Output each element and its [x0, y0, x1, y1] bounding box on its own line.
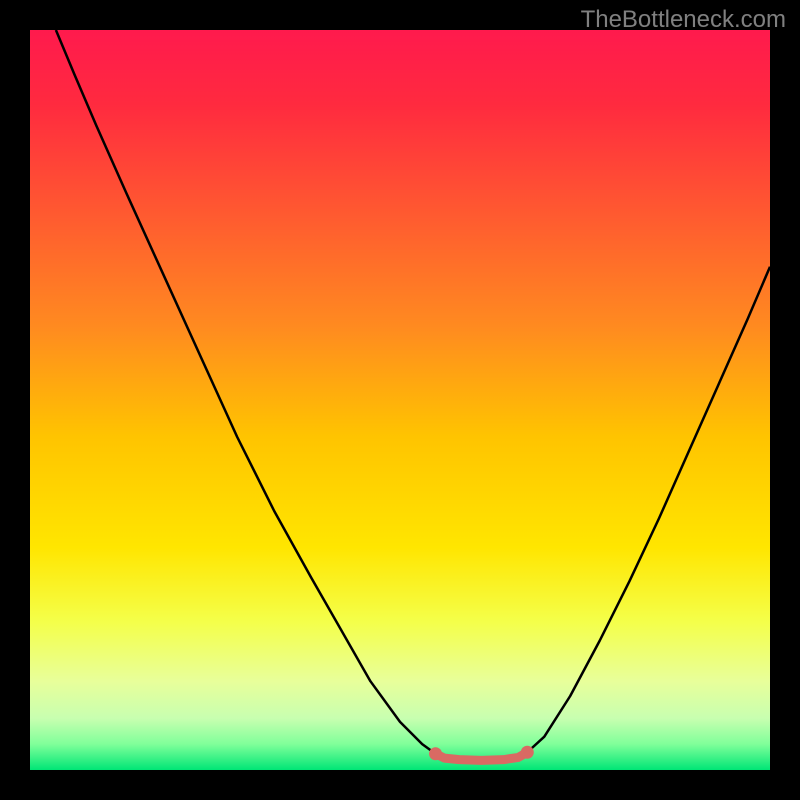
- watermark-label: TheBottleneck.com: [581, 6, 786, 34]
- highlight-end-marker: [521, 746, 534, 759]
- gradient-background: [30, 30, 770, 770]
- highlight-end-marker: [429, 747, 442, 760]
- chart-container: TheBottleneck.com: [0, 0, 800, 800]
- plot-area: [30, 30, 770, 770]
- chart-svg: [30, 30, 770, 770]
